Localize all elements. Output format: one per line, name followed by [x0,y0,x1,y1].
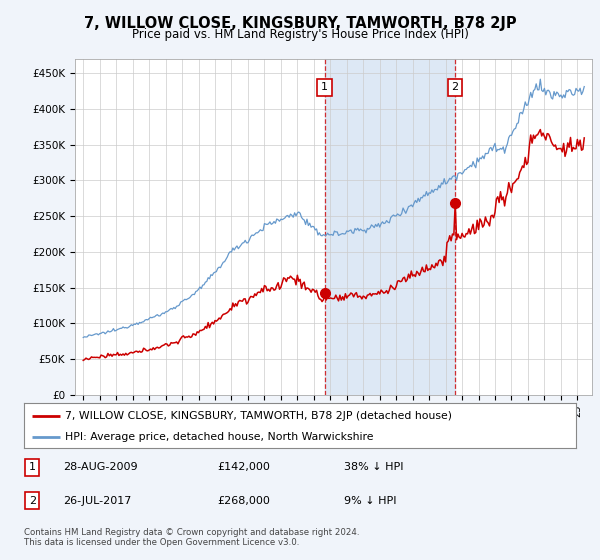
Text: Price paid vs. HM Land Registry's House Price Index (HPI): Price paid vs. HM Land Registry's House … [131,28,469,41]
Text: 38% ↓ HPI: 38% ↓ HPI [344,462,404,472]
Text: HPI: Average price, detached house, North Warwickshire: HPI: Average price, detached house, Nort… [65,432,374,442]
Text: 9% ↓ HPI: 9% ↓ HPI [344,496,397,506]
Text: 26-JUL-2017: 26-JUL-2017 [62,496,131,506]
Text: 2: 2 [29,496,36,506]
Text: 7, WILLOW CLOSE, KINGSBURY, TAMWORTH, B78 2JP: 7, WILLOW CLOSE, KINGSBURY, TAMWORTH, B7… [83,16,517,31]
Text: £268,000: £268,000 [217,496,270,506]
Text: 1: 1 [321,82,328,92]
Bar [325,59,455,395]
Text: 7, WILLOW CLOSE, KINGSBURY, TAMWORTH, B78 2JP (detached house): 7, WILLOW CLOSE, KINGSBURY, TAMWORTH, B7… [65,410,452,421]
Text: 28-AUG-2009: 28-AUG-2009 [62,462,137,472]
Text: £142,000: £142,000 [217,462,270,472]
Text: Contains HM Land Registry data © Crown copyright and database right 2024.
This d: Contains HM Land Registry data © Crown c… [24,528,359,547]
Text: 1: 1 [29,462,36,472]
Text: 2: 2 [451,82,458,92]
